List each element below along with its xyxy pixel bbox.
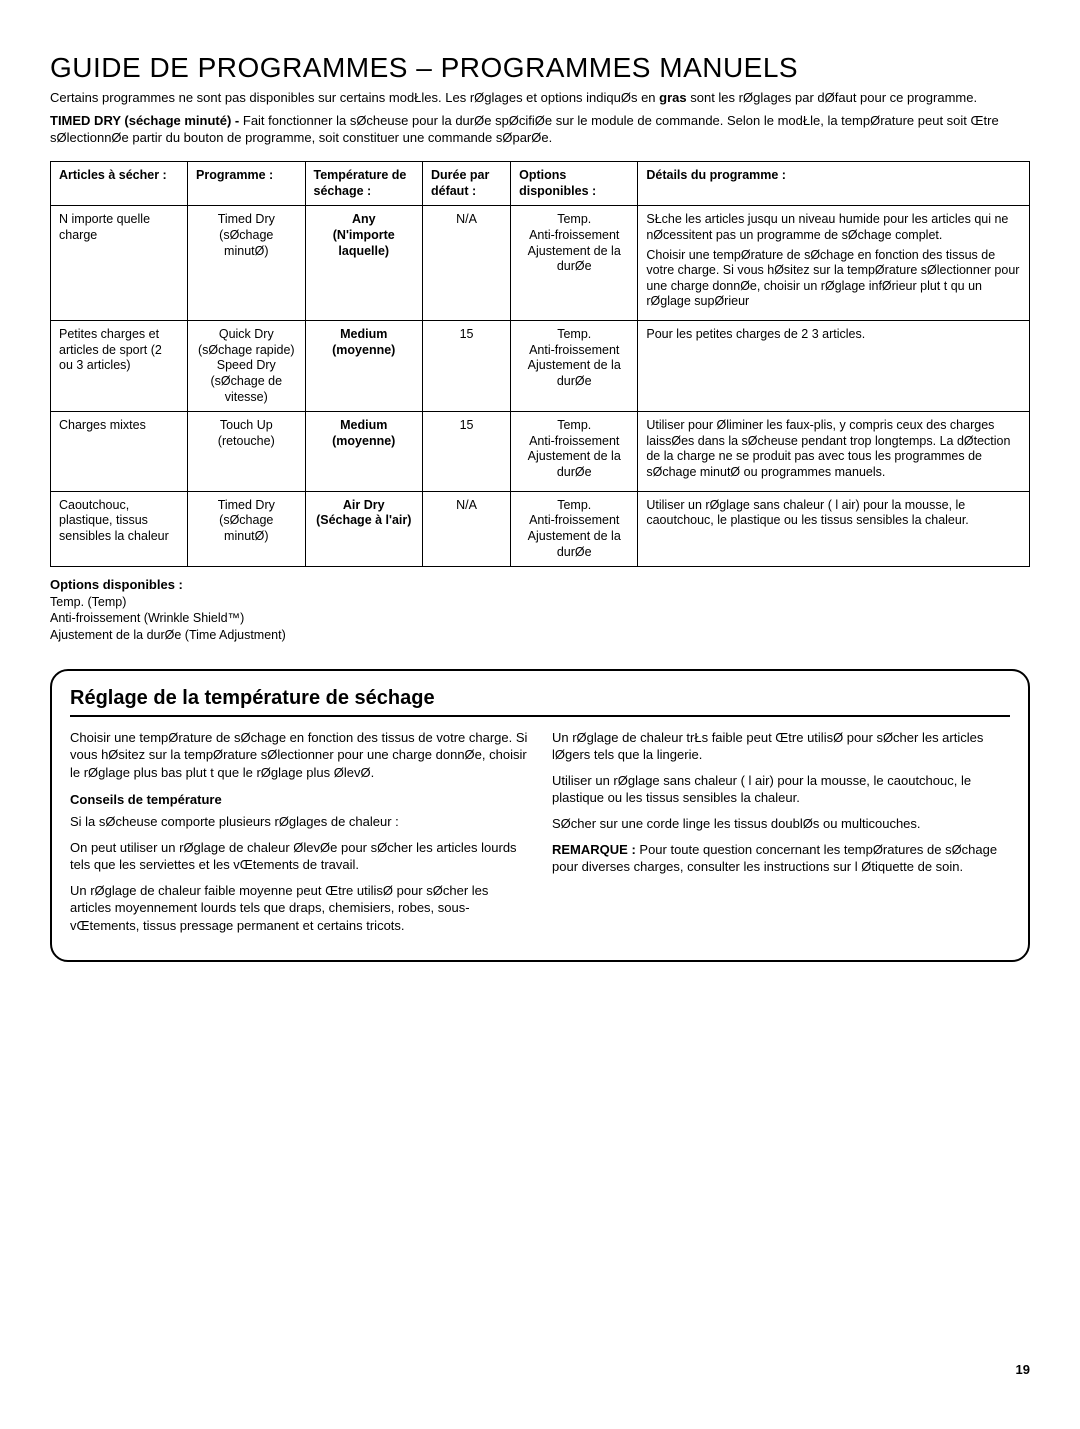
table-row: Charges mixtesTouch Up (retouche)Medium(… <box>51 412 1030 492</box>
page-title: GUIDE DE PROGRAMMES – PROGRAMMES MANUELS <box>50 50 1030 86</box>
th-articles: Articles à sécher : <box>51 162 188 206</box>
programs-table: Articles à sécher : Programme : Températ… <box>50 161 1030 567</box>
cell-programme: Timed Dry (sØchage minutØ) <box>188 491 305 567</box>
cell-articles: Caoutchouc, plastique, tissus sensibles … <box>51 491 188 567</box>
options-line-2: Anti-froissement (Wrinkle Shield™) <box>50 610 1030 626</box>
intro-bold: gras <box>659 90 686 105</box>
cell-temperature: Any(N'importe laquelle) <box>305 206 422 321</box>
intro-paragraph: Certains programmes ne sont pas disponib… <box>50 90 1030 107</box>
intro-part-a: Certains programmes ne sont pas disponib… <box>50 90 659 105</box>
cell-duree: N/A <box>422 206 510 321</box>
settings-left-p2: Si la sØcheuse comporte plusieurs rØglag… <box>70 813 528 831</box>
settings-left-p3: On peut utiliser un rØglage de chaleur Ø… <box>70 839 528 874</box>
cell-details: Utiliser pour Øliminer les faux-plis, y … <box>638 412 1030 492</box>
settings-title: Réglage de la température de séchage <box>70 685 1010 717</box>
th-temperature: Température de séchage : <box>305 162 422 206</box>
th-duree: Durée par défaut : <box>422 162 510 206</box>
intro-part-b: sont les rØglages par dØfaut pour ce pro… <box>687 90 977 105</box>
options-line-3: Ajustement de la durØe (Time Adjustment) <box>50 627 1030 643</box>
table-row: Petites charges et articles de sport (2 … <box>51 321 1030 412</box>
cell-programme: Quick Dry (sØchage rapide) Speed Dry (sØ… <box>188 321 305 412</box>
cell-articles: N importe quelle charge <box>51 206 188 321</box>
remark-label: REMARQUE : <box>552 842 636 857</box>
cell-duree: N/A <box>422 491 510 567</box>
page-number: 19 <box>50 1362 1030 1379</box>
options-line-1: Temp. (Temp) <box>50 594 1030 610</box>
th-options: Options disponibles : <box>511 162 638 206</box>
th-programme: Programme : <box>188 162 305 206</box>
options-heading: Options disponibles : <box>50 577 1030 594</box>
settings-left-column: Choisir une tempØrature de sØchage en fo… <box>70 729 528 942</box>
th-details: Détails du programme : <box>638 162 1030 206</box>
cell-details: SŁche les articles jusqu un niveau humid… <box>638 206 1030 321</box>
cell-temperature: Air Dry(Séchage à l'air) <box>305 491 422 567</box>
cell-duree: 15 <box>422 412 510 492</box>
timed-dry-label: TIMED DRY (séchage minuté) - <box>50 113 243 128</box>
cell-temperature: Medium(moyenne) <box>305 321 422 412</box>
timed-dry-note: TIMED DRY (séchage minuté) - Fait foncti… <box>50 113 1030 147</box>
table-row: Caoutchouc, plastique, tissus sensibles … <box>51 491 1030 567</box>
settings-right-p3: SØcher sur une corde linge les tissus do… <box>552 815 1010 833</box>
settings-right-column: Un rØglage de chaleur trŁs faible peut Œ… <box>552 729 1010 942</box>
table-row: N importe quelle chargeTimed Dry (sØchag… <box>51 206 1030 321</box>
temperature-settings-box: Réglage de la température de séchage Cho… <box>50 669 1030 962</box>
cell-programme: Timed Dry (sØchage minutØ) <box>188 206 305 321</box>
cell-options: Temp.Anti-froissementAjustement de la du… <box>511 321 638 412</box>
cell-options: Temp.Anti-froissementAjustement de la du… <box>511 412 638 492</box>
cell-articles: Charges mixtes <box>51 412 188 492</box>
settings-subheading: Conseils de température <box>70 791 528 809</box>
cell-options: Temp.Anti-froissementAjustement de la du… <box>511 206 638 321</box>
settings-left-p1: Choisir une tempØrature de sØchage en fo… <box>70 729 528 782</box>
table-header-row: Articles à sécher : Programme : Températ… <box>51 162 1030 206</box>
settings-left-p4: Un rØglage de chaleur faible moyenne peu… <box>70 882 528 935</box>
cell-temperature: Medium(moyenne) <box>305 412 422 492</box>
cell-programme: Touch Up (retouche) <box>188 412 305 492</box>
options-available-section: Options disponibles : Temp. (Temp) Anti-… <box>50 577 1030 643</box>
settings-right-p1: Un rØglage de chaleur trŁs faible peut Œ… <box>552 729 1010 764</box>
settings-right-remark: REMARQUE : Pour toute question concernan… <box>552 841 1010 876</box>
cell-details: Utiliser un rØglage sans chaleur ( l air… <box>638 491 1030 567</box>
cell-options: Temp.Anti-froissementAjustement de la du… <box>511 491 638 567</box>
cell-details: Pour les petites charges de 2 3 articles… <box>638 321 1030 412</box>
cell-articles: Petites charges et articles de sport (2 … <box>51 321 188 412</box>
settings-right-p2: Utiliser un rØglage sans chaleur ( l air… <box>552 772 1010 807</box>
cell-duree: 15 <box>422 321 510 412</box>
